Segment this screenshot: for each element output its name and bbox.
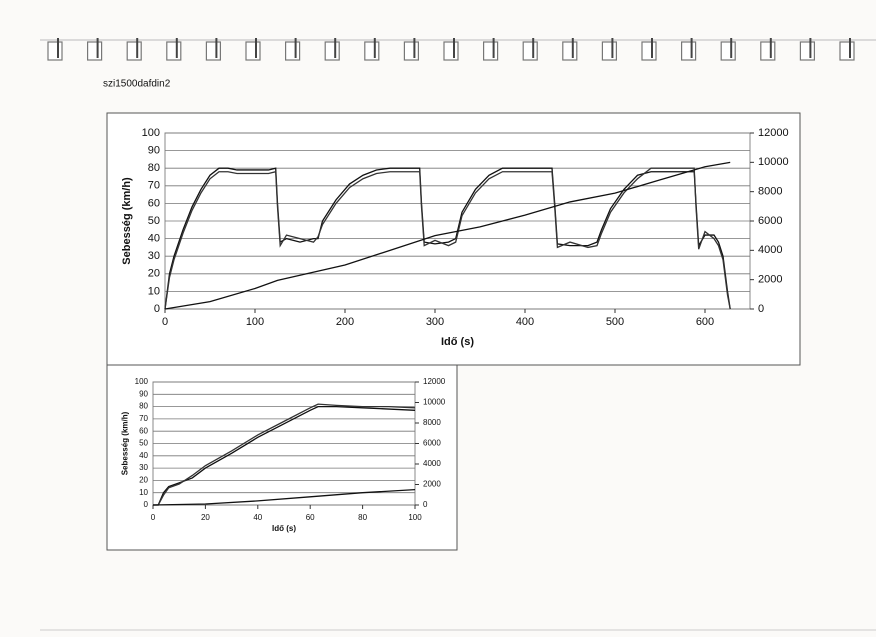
x-tick-label: 200 xyxy=(336,316,354,328)
y2-tick-label: 10000 xyxy=(423,398,446,407)
binding xyxy=(47,38,855,61)
x-tick-label: 80 xyxy=(358,513,367,522)
x-tick-label: 40 xyxy=(253,513,262,522)
y-axis-label: Sebesség (km/h) xyxy=(121,177,133,265)
series-line xyxy=(153,403,416,506)
y-tick-label: 100 xyxy=(142,127,160,139)
y2-tick-label: 2000 xyxy=(423,480,441,489)
series-line xyxy=(153,405,416,506)
y2-tick-label: 12000 xyxy=(423,377,446,386)
y-tick-label: 0 xyxy=(144,500,149,509)
y-tick-label: 90 xyxy=(139,389,148,398)
y-tick-label: 80 xyxy=(148,162,160,174)
ring-hole xyxy=(47,41,63,61)
y-tick-label: 10 xyxy=(139,488,148,497)
x-tick-label: 0 xyxy=(162,316,168,328)
ring-hole xyxy=(443,41,459,61)
ring-hole xyxy=(285,41,301,61)
y2-tick-label: 6000 xyxy=(423,439,441,448)
y-tick-label: 30 xyxy=(139,463,148,472)
y2-tick-label: 8000 xyxy=(758,186,782,198)
y2-tick-label: 4000 xyxy=(423,459,441,468)
ring-hole xyxy=(245,41,261,61)
series-line xyxy=(164,167,731,310)
series-line xyxy=(164,161,731,310)
y2-tick-label: 4000 xyxy=(758,244,782,256)
x-tick-label: 600 xyxy=(696,316,714,328)
y-tick-label: 40 xyxy=(148,233,160,245)
x-tick-label: 20 xyxy=(201,513,210,522)
y2-tick-label: 8000 xyxy=(423,418,441,427)
y-tick-label: 70 xyxy=(148,180,160,192)
ring-hole xyxy=(522,41,538,61)
y-tick-label: 80 xyxy=(139,402,148,411)
x-tick-label: 500 xyxy=(606,316,624,328)
x-tick-label: 400 xyxy=(516,316,534,328)
y-tick-label: 0 xyxy=(154,303,160,315)
x-tick-label: 100 xyxy=(246,316,264,328)
x-axis-label: Idő (s) xyxy=(441,336,474,348)
ring-hole xyxy=(601,41,618,61)
ring-hole xyxy=(483,41,499,61)
series-line xyxy=(152,488,416,506)
ring-hole xyxy=(403,41,419,61)
y2-tick-label: 2000 xyxy=(758,274,782,286)
ring-hole xyxy=(760,41,776,61)
y-tick-label: 60 xyxy=(139,426,148,435)
y2-tick-label: 0 xyxy=(758,303,764,315)
y2-tick-label: 6000 xyxy=(758,215,782,227)
x-tick-label: 300 xyxy=(426,316,444,328)
y-tick-label: 20 xyxy=(148,268,160,280)
ring-hole xyxy=(799,41,816,61)
y-axis-label: Sebesség (km/h) xyxy=(120,411,129,475)
y-tick-label: 10 xyxy=(148,285,160,297)
y2-tick-label: 0 xyxy=(423,500,428,509)
x-tick-label: 100 xyxy=(408,513,422,522)
ring-hole xyxy=(562,41,578,61)
y-tick-label: 100 xyxy=(135,377,149,386)
ring-hole xyxy=(641,41,657,61)
ring-hole xyxy=(126,41,142,61)
ring-hole xyxy=(680,41,697,61)
ring-hole xyxy=(205,41,221,61)
y-tick-label: 90 xyxy=(148,145,160,157)
y-tick-label: 60 xyxy=(148,197,160,209)
series-line xyxy=(164,167,731,310)
y-tick-label: 70 xyxy=(139,414,148,423)
y-tick-label: 50 xyxy=(139,439,148,448)
page-label: szi1500dafdin2 xyxy=(103,79,171,90)
ring-hole xyxy=(86,41,103,61)
ring-hole xyxy=(364,41,380,61)
x-tick-label: 0 xyxy=(151,513,156,522)
y-tick-label: 50 xyxy=(148,215,160,227)
y2-tick-label: 12000 xyxy=(758,127,789,139)
y-tick-label: 30 xyxy=(148,250,160,262)
x-axis-label: Idő (s) xyxy=(272,524,296,533)
y2-tick-label: 10000 xyxy=(758,156,789,168)
y-tick-label: 20 xyxy=(139,476,148,485)
y-tick-label: 40 xyxy=(139,451,148,460)
x-tick-label: 60 xyxy=(306,513,315,522)
ring-hole xyxy=(166,41,182,61)
ring-hole xyxy=(324,41,340,61)
ring-hole xyxy=(720,41,736,61)
ring-hole xyxy=(839,41,855,61)
